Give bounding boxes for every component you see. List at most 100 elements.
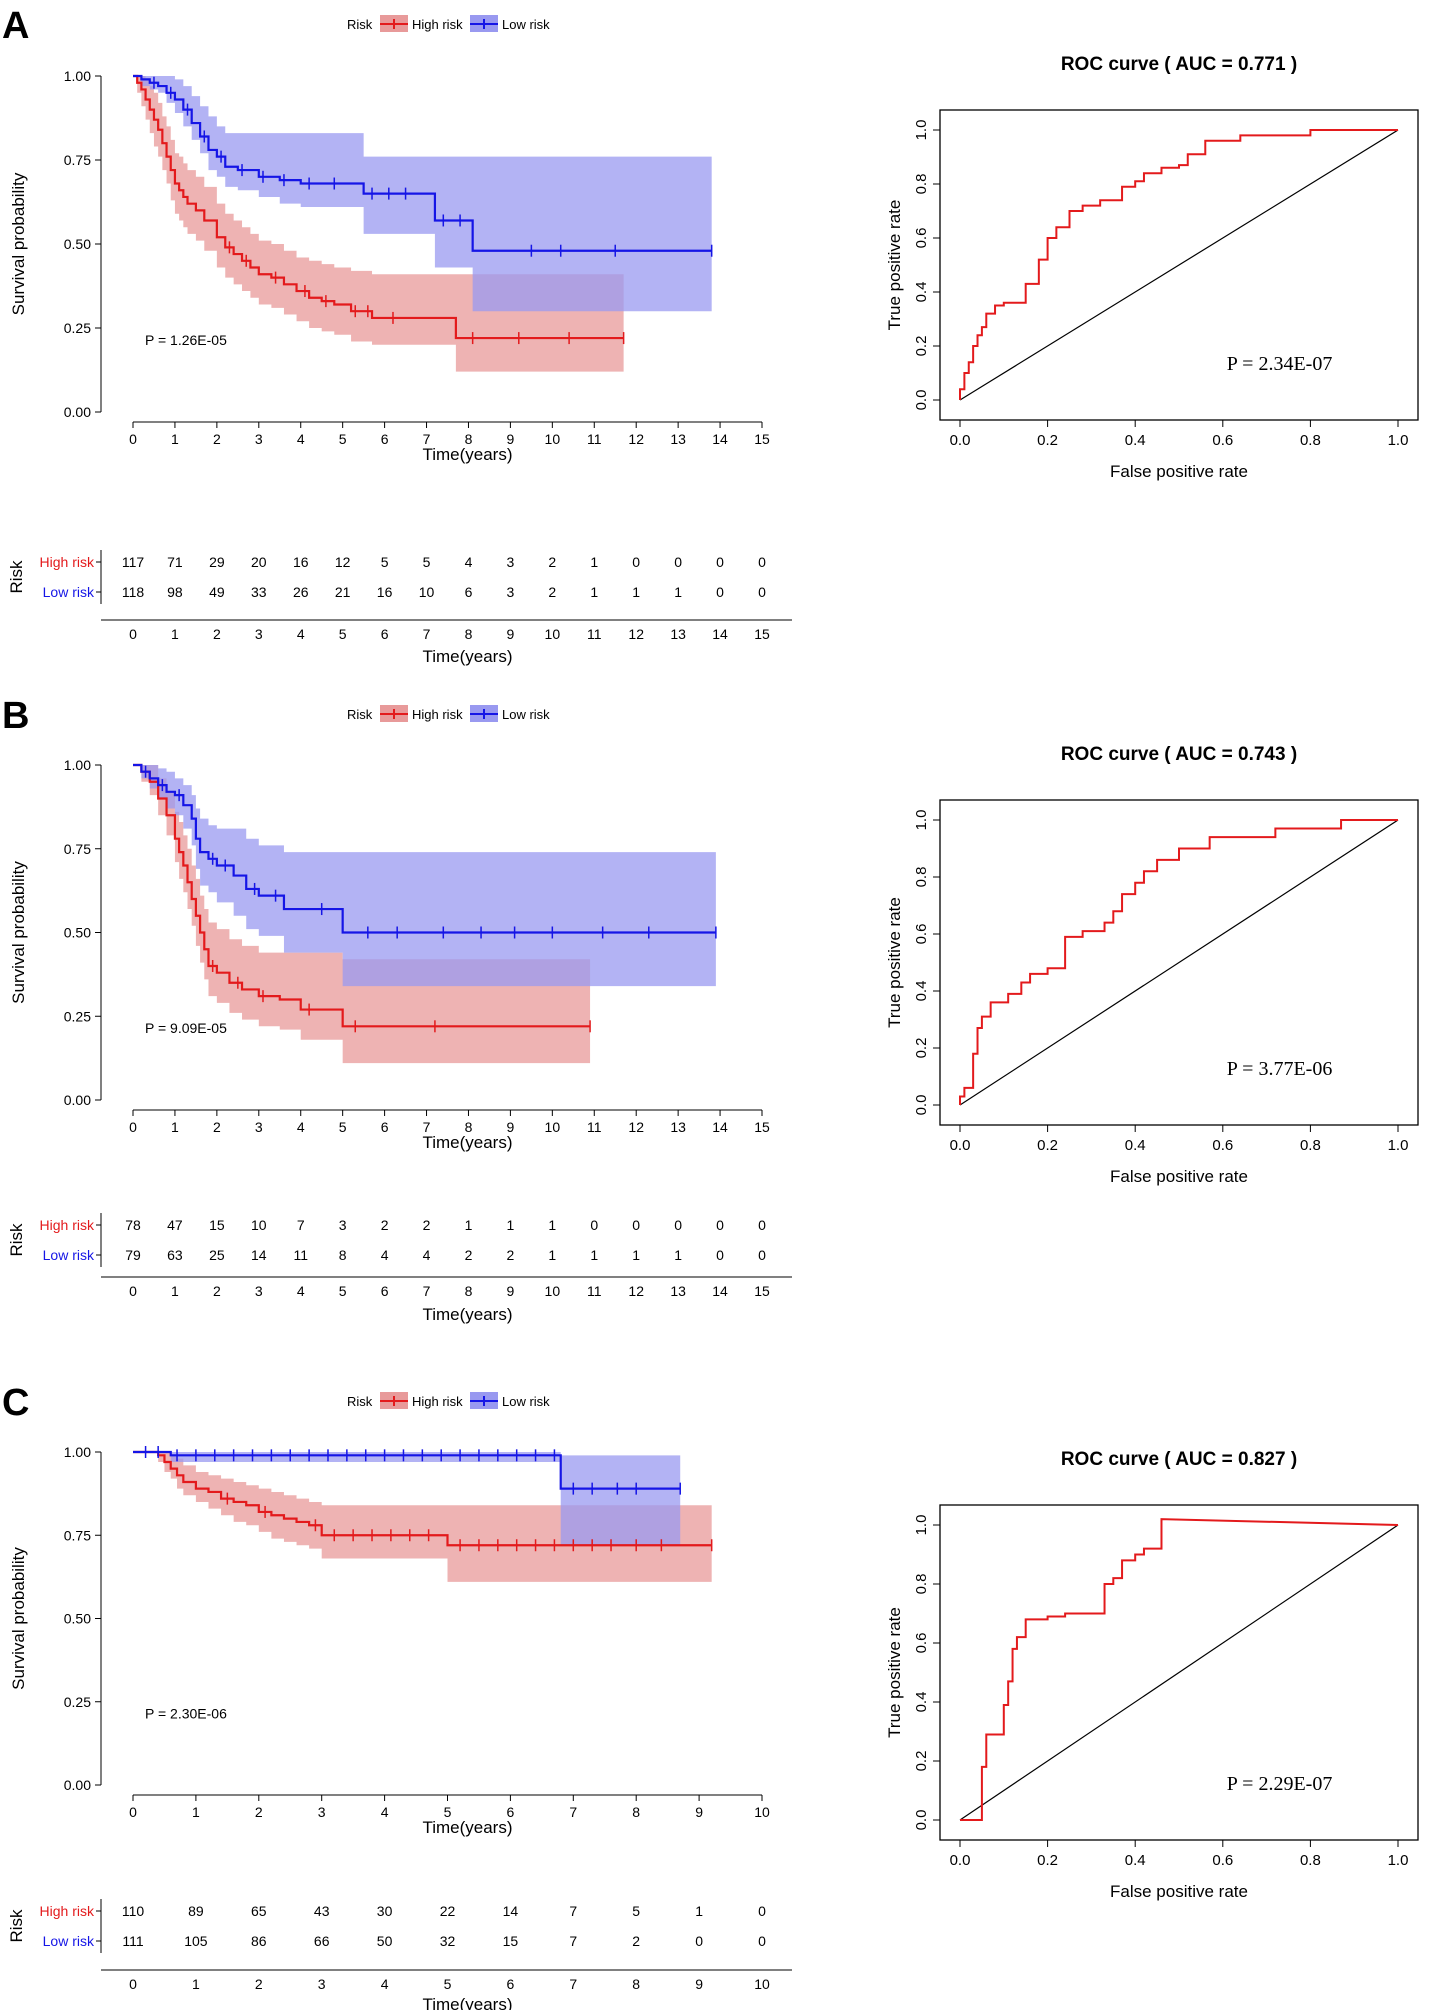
- risk-count: 12: [335, 554, 351, 570]
- km-x-tick-label: 9: [507, 431, 515, 447]
- roc-x-tick-label: 1.0: [1388, 1852, 1409, 1869]
- risk-x-tick-label: 6: [381, 1283, 389, 1299]
- roc-x-tick-label: 0.8: [1300, 1852, 1321, 1869]
- risk-count: 47: [167, 1217, 183, 1233]
- risk-count: 98: [167, 584, 183, 600]
- risk-count: 32: [440, 1933, 456, 1949]
- risk-x-tick-label: 4: [297, 626, 305, 642]
- km-x-tick-label: 6: [381, 431, 389, 447]
- km-x-axis-label: Time(years): [422, 1818, 512, 1837]
- km-y-axis-label: Survival probability: [9, 172, 28, 315]
- risk-count: 2: [548, 584, 556, 600]
- risk-count: 0: [674, 554, 682, 570]
- risk-count: 15: [503, 1933, 519, 1949]
- risk-table-label: Risk: [7, 1909, 26, 1943]
- roc-y-tick-label: 0.8: [913, 867, 930, 888]
- risk-count: 43: [314, 1903, 330, 1919]
- risk-x-tick-label: 2: [213, 626, 221, 642]
- risk-x-tick-label: 0: [129, 626, 137, 642]
- km-x-tick-label: 10: [545, 1119, 561, 1135]
- roc-x-tick-label: 0.6: [1212, 1137, 1233, 1154]
- km-x-tick-label: 10: [754, 1804, 770, 1820]
- risk-x-tick-label: 12: [628, 1283, 644, 1299]
- risk-x-tick-label: 3: [255, 1283, 263, 1299]
- risk-x-tick-label: 8: [632, 1976, 640, 1992]
- km-x-tick-label: 0: [129, 1804, 137, 1820]
- low-risk-row-label: Low risk: [43, 1933, 95, 1949]
- roc-y-tick-label: 0.6: [913, 228, 930, 249]
- low-risk-row-label: Low risk: [43, 584, 95, 600]
- panel-letter: C: [2, 1382, 29, 1424]
- panel-letter: B: [2, 695, 29, 737]
- risk-x-axis-label: Time(years): [422, 1995, 512, 2010]
- km-x-axis-label: Time(years): [422, 445, 512, 464]
- risk-count: 7: [297, 1217, 305, 1233]
- risk-x-tick-label: 9: [507, 626, 515, 642]
- km-x-tick-label: 4: [381, 1804, 389, 1820]
- km-x-tick-label: 7: [569, 1804, 577, 1820]
- km-x-tick-label: 11: [587, 431, 602, 447]
- risk-count: 1: [632, 1247, 640, 1263]
- risk-x-axis-label: Time(years): [422, 647, 512, 666]
- roc-y-tick-label: 0.8: [913, 1574, 930, 1595]
- risk-count: 1: [695, 1903, 703, 1919]
- low-risk-survival-line: [133, 763, 716, 934]
- risk-table-label: Risk: [7, 1223, 26, 1257]
- roc-x-tick-label: 1.0: [1388, 432, 1409, 449]
- legend-high-label: High risk: [412, 17, 463, 32]
- risk-count: 0: [758, 584, 766, 600]
- risk-x-tick-label: 15: [754, 626, 770, 642]
- risk-count: 0: [758, 1933, 766, 1949]
- risk-count: 10: [251, 1217, 267, 1233]
- risk-x-tick-label: 14: [712, 626, 728, 642]
- legend-low-label: Low risk: [502, 707, 550, 722]
- risk-count: 0: [590, 1217, 598, 1233]
- km-p-value: P = 2.30E-06: [145, 1705, 227, 1721]
- km-x-tick-label: 15: [754, 1119, 770, 1135]
- roc-x-tick-label: 0.0: [950, 1137, 971, 1154]
- roc-x-tick-label: 0.0: [950, 432, 971, 449]
- risk-count: 5: [423, 554, 431, 570]
- risk-count: 5: [381, 554, 389, 570]
- risk-x-tick-label: 9: [507, 1283, 515, 1299]
- high-risk-survival-line: [133, 74, 624, 340]
- high-risk-row-label: High risk: [40, 1217, 95, 1233]
- risk-x-axis-label: Time(years): [422, 1305, 512, 1324]
- risk-x-tick-label: 13: [670, 1283, 686, 1299]
- roc-y-tick-label: 1.0: [913, 120, 930, 141]
- risk-x-tick-label: 9: [695, 1976, 703, 1992]
- risk-x-tick-label: 2: [255, 1976, 263, 1992]
- legend-title: Risk: [347, 707, 373, 722]
- km-x-tick-label: 13: [670, 431, 686, 447]
- km-x-tick-label: 11: [587, 1119, 602, 1135]
- risk-count: 22: [440, 1903, 456, 1919]
- roc-y-tick-label: 0.8: [913, 174, 930, 195]
- km-x-tick-label: 9: [695, 1804, 703, 1820]
- roc-x-tick-label: 0.4: [1125, 1852, 1146, 1869]
- risk-x-tick-label: 6: [381, 626, 389, 642]
- roc-x-tick-label: 0.6: [1212, 432, 1233, 449]
- km-x-tick-label: 8: [465, 1119, 473, 1135]
- km-y-tick-label: 0.25: [64, 320, 91, 336]
- risk-count: 117: [122, 554, 145, 570]
- risk-count: 110: [122, 1903, 145, 1919]
- km-y-tick-label: 0.50: [64, 925, 91, 941]
- high-risk-survival-line: [133, 1450, 712, 1547]
- roc-plot: 0.0 0.0 0.2 0.2 0.4 0.4 0.6 0.6 0.8 0.8 1.0 1.0 ROC …: [885, 54, 1419, 481]
- km-x-tick-label: 6: [381, 1119, 389, 1135]
- roc-y-tick-label: 0.2: [913, 336, 930, 357]
- roc-y-tick-label: 0.2: [913, 1751, 930, 1772]
- risk-count: 2: [632, 1933, 640, 1949]
- km-x-tick-label: 8: [465, 431, 473, 447]
- roc-y-tick-label: 0.0: [913, 1810, 930, 1831]
- risk-x-tick-label: 12: [628, 626, 644, 642]
- roc-diagonal: [959, 819, 1399, 1106]
- risk-count: 86: [251, 1933, 267, 1949]
- risk-count: 1: [590, 554, 598, 570]
- roc-frame: [939, 1504, 1419, 1841]
- risk-count: 21: [335, 584, 351, 600]
- risk-count: 3: [507, 554, 515, 570]
